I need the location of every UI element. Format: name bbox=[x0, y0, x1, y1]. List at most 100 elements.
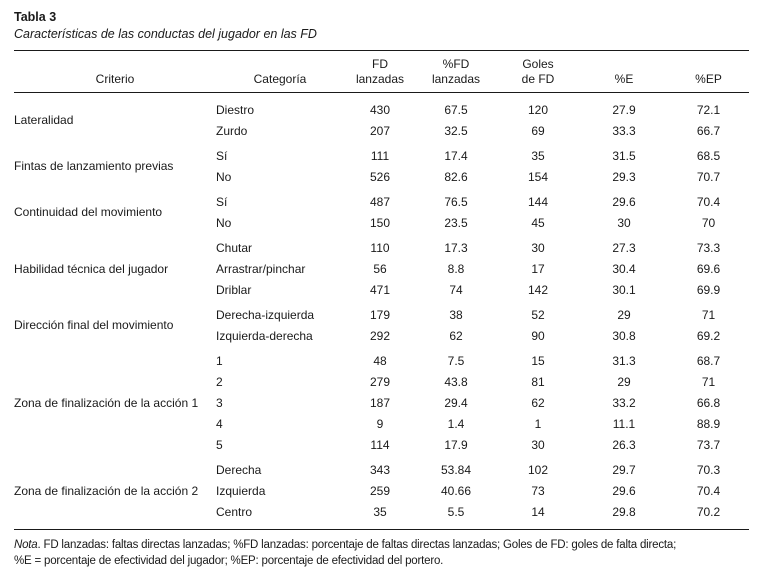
cell-categoria: 5 bbox=[216, 437, 223, 452]
cell-categoria: 3 bbox=[216, 395, 223, 410]
cell-ep: 70.3 bbox=[696, 462, 721, 477]
cell-fd-lanzadas: 279 bbox=[369, 374, 391, 389]
cell-pfd-lanzadas: 8.8 bbox=[447, 261, 465, 276]
section-rows: Diestro 430 67.5 120 27.9 72.1 Zurdo 207 32.5 69 3… bbox=[216, 99, 749, 141]
cell-categoria: Centro bbox=[216, 504, 253, 519]
table-row: Arrastrar/pinchar 56 8.8 17 30.4 69.6 bbox=[216, 258, 749, 279]
col-header-fd-line2: lanzadas bbox=[355, 72, 405, 86]
cell-ep: 71 bbox=[701, 374, 716, 389]
cell-categoria: No bbox=[216, 169, 232, 184]
cell-e: 31.5 bbox=[612, 148, 636, 163]
cell-e: 29.8 bbox=[612, 504, 636, 519]
cell-fd-lanzadas: 56 bbox=[373, 261, 387, 276]
cell-categoria: Izquierda bbox=[216, 483, 266, 498]
cell-goles-de-fd: 154 bbox=[527, 169, 549, 184]
cell-fd-lanzadas: 259 bbox=[369, 483, 391, 498]
cell-e: 29 bbox=[617, 307, 631, 322]
criterio-section: Continuidad del movimiento Sí 487 76.5 144 29… bbox=[14, 191, 749, 233]
cell-e: 11.1 bbox=[612, 416, 636, 431]
criterio-label: Fintas de lanzamiento previas bbox=[14, 159, 174, 173]
criterio-label: Lateralidad bbox=[14, 113, 74, 127]
cell-ep: 71 bbox=[701, 307, 716, 322]
cell-e: 33.2 bbox=[612, 395, 636, 410]
table-header-row: Criterio Categoría FD lanzadas %FD lanza… bbox=[14, 51, 749, 93]
cell-fd-lanzadas: 207 bbox=[369, 123, 391, 138]
section-rows: Chutar 110 17.3 30 27.3 73.3 Arrastrar/pinchar… bbox=[216, 237, 749, 300]
cell-e: 29.6 bbox=[612, 194, 636, 209]
cell-pfd-lanzadas: 1.4 bbox=[447, 416, 465, 431]
cell-fd-lanzadas: 114 bbox=[370, 437, 390, 452]
section-rows: Derecha-izquierda 179 38 52 29 71 Izquierda-de… bbox=[216, 304, 749, 346]
cell-goles-de-fd: 45 bbox=[531, 215, 545, 230]
cell-categoria: Derecha bbox=[216, 462, 262, 477]
cell-e: 29.3 bbox=[612, 169, 636, 184]
table-row: Sí 487 76.5 144 29.6 70.4 bbox=[216, 191, 749, 212]
cell-ep: 69.2 bbox=[696, 328, 721, 343]
table-row: 4 9 1.4 1 11.1 88.9 bbox=[216, 413, 749, 434]
cell-e: 30.8 bbox=[612, 328, 636, 343]
criterio-label: Zona de finalización de la acción 1 bbox=[14, 395, 199, 410]
criterio-section: Lateralidad Diestro 430 67.5 120 27.9 72.1 Zurd… bbox=[14, 99, 749, 141]
cell-pfd-lanzadas: 62 bbox=[449, 328, 463, 343]
cell-pfd-lanzadas: 23.5 bbox=[444, 215, 468, 230]
cell-pfd-lanzadas: 17.4 bbox=[444, 148, 468, 163]
cell-ep: 70 bbox=[701, 215, 716, 230]
note-line-2: %E = porcentaje de efectividad del jugad… bbox=[14, 555, 444, 567]
cell-ep: 68.7 bbox=[696, 353, 721, 368]
cell-ep: 70.7 bbox=[696, 169, 721, 184]
cell-fd-lanzadas: 179 bbox=[369, 307, 391, 322]
section-rows: 1 48 7.5 15 31.3 68.7 2 279 43.8 81 29 71 3 187 29.4 62… bbox=[216, 350, 749, 455]
criterio-section: Zona de finalización de la acción 2 Derec… bbox=[14, 459, 749, 522]
note-line-1: Nota. FD lanzadas: faltas directas lanza… bbox=[14, 537, 766, 553]
cell-categoria: Sí bbox=[216, 194, 228, 209]
cell-categoria: Derecha-izquierda bbox=[216, 307, 315, 322]
cell-categoria: Driblar bbox=[216, 282, 252, 297]
col-header-goles-de-fd: Goles de FD bbox=[496, 57, 580, 87]
cell-e: 30.1 bbox=[612, 282, 636, 297]
cell-e: 27.3 bbox=[612, 240, 636, 255]
cell-e: 29.6 bbox=[612, 483, 636, 498]
cell-fd-lanzadas: 292 bbox=[369, 328, 391, 343]
cell-pfd-lanzadas: 32.5 bbox=[444, 123, 468, 138]
cell-e: 26.3 bbox=[612, 437, 636, 452]
cell-fd-lanzadas: 487 bbox=[369, 194, 391, 209]
cell-ep: 69.6 bbox=[696, 261, 721, 276]
cell-goles-de-fd: 30 bbox=[531, 437, 545, 452]
cell-ep: 69.9 bbox=[696, 282, 721, 297]
cell-categoria: 2 bbox=[216, 374, 223, 389]
cell-goles-de-fd: 81 bbox=[531, 374, 545, 389]
cell-categoria: Izquierda-derecha bbox=[216, 328, 313, 343]
cell-ep: 70.4 bbox=[696, 194, 721, 209]
cell-pfd-lanzadas: 7.5 bbox=[447, 353, 465, 368]
cell-categoria: No bbox=[216, 215, 232, 230]
cell-ep: 88.9 bbox=[696, 416, 721, 431]
cell-goles-de-fd: 1 bbox=[534, 416, 542, 431]
cell-fd-lanzadas: 150 bbox=[369, 215, 391, 230]
cell-ep: 72.1 bbox=[696, 102, 721, 117]
table-row: No 526 82.6 154 29.3 70.7 bbox=[216, 166, 749, 187]
cell-fd-lanzadas: 111 bbox=[370, 148, 390, 163]
cell-e: 33.3 bbox=[612, 123, 636, 138]
cell-categoria: 1 bbox=[216, 353, 223, 368]
cell-fd-lanzadas: 526 bbox=[369, 169, 391, 184]
col-header-goles-line1: Goles bbox=[522, 57, 554, 71]
cell-e: 31.3 bbox=[612, 353, 636, 368]
table-row: Izquierda-derecha 292 62 90 30.8 69.2 bbox=[216, 325, 749, 346]
col-header-fd-lanzadas: FD lanzadas bbox=[344, 57, 416, 87]
cell-pfd-lanzadas: 76.5 bbox=[444, 194, 468, 209]
table-row: Driblar 471 74 142 30.1 69.9 bbox=[216, 279, 749, 300]
col-header-pfd-lanzadas: %FD lanzadas bbox=[416, 57, 496, 87]
cell-goles-de-fd: 102 bbox=[527, 462, 549, 477]
cell-categoria: Diestro bbox=[216, 102, 255, 117]
criterio-section: Fintas de lanzamiento previas Sí 111 17.4 35… bbox=[14, 145, 749, 187]
cell-fd-lanzadas: 343 bbox=[369, 462, 391, 477]
cell-goles-de-fd: 144 bbox=[527, 194, 549, 209]
data-table: Criterio Categoría FD lanzadas %FD lanza… bbox=[14, 50, 749, 530]
cell-categoria: Arrastrar/pinchar bbox=[216, 261, 306, 276]
cell-fd-lanzadas: 471 bbox=[369, 282, 391, 297]
cell-pfd-lanzadas: 17.3 bbox=[444, 240, 468, 255]
table-row: 1 48 7.5 15 31.3 68.7 bbox=[216, 350, 749, 371]
cell-categoria: Chutar bbox=[216, 240, 253, 255]
cell-goles-de-fd: 14 bbox=[531, 504, 545, 519]
cell-goles-de-fd: 17 bbox=[531, 261, 545, 276]
